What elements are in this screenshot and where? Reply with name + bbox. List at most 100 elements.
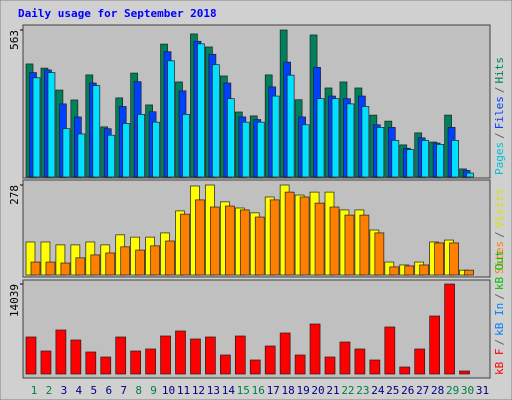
bar: [444, 283, 455, 375]
x-tick-label: 3: [61, 384, 68, 397]
chart-title: Daily usage for September 2018: [18, 7, 217, 20]
bar: [316, 98, 325, 178]
bar: [359, 214, 370, 276]
bar: [105, 252, 116, 276]
x-tick-label: 21: [326, 384, 339, 397]
bar: [90, 254, 101, 276]
bar: [115, 336, 127, 375]
bar: [130, 350, 141, 375]
bar: [220, 354, 231, 375]
x-tick-label: 24: [371, 384, 385, 397]
x-tick-label: 18: [282, 384, 295, 397]
bar: [329, 206, 340, 276]
x-tick-label: 10: [162, 384, 175, 397]
bar: [77, 133, 86, 178]
bar: [286, 74, 295, 178]
bar: [389, 266, 400, 276]
bar: [256, 121, 265, 178]
bar: [294, 354, 306, 375]
x-tick-label: 26: [401, 384, 414, 397]
bar: [399, 366, 411, 375]
bar: [254, 216, 265, 276]
bar: [225, 205, 235, 276]
bar: [391, 140, 400, 178]
bar: [25, 336, 37, 375]
bar: [25, 241, 36, 276]
x-tick-label: 2: [46, 384, 53, 397]
bar: [205, 336, 216, 375]
legend-separator: /: [493, 132, 506, 139]
bar: [419, 264, 430, 276]
x-tick-label: 30: [461, 384, 474, 397]
x-tick-label: 12: [192, 384, 205, 397]
bar: [45, 261, 56, 276]
bar: [165, 240, 175, 276]
x-tick-label: 28: [431, 384, 444, 397]
bar: [421, 140, 430, 178]
x-tick-label: 5: [90, 384, 97, 397]
legend-entry: kB Out: [493, 250, 506, 290]
bar: [434, 242, 444, 276]
x-tick-label: 6: [105, 384, 112, 397]
x-tick-label: 13: [207, 384, 220, 397]
bar: [40, 350, 52, 375]
bar: [55, 244, 66, 276]
bar: [197, 43, 205, 178]
bar: [324, 356, 336, 375]
bar: [60, 262, 71, 276]
x-tick-label: 25: [386, 384, 399, 397]
legend-entry: Files: [493, 96, 506, 129]
legend-entry: Hits: [493, 57, 506, 84]
bar: [374, 232, 385, 276]
legend-separator: /: [493, 339, 506, 346]
x-tick-label: 27: [416, 384, 429, 397]
bar: [120, 246, 131, 276]
x-tick-label: 11: [177, 384, 190, 397]
legend-entry: Sites: [493, 241, 506, 274]
bar: [107, 134, 116, 178]
bar: [314, 202, 325, 276]
bar: [344, 214, 355, 276]
bar: [160, 335, 171, 375]
x-tick-label: 19: [296, 384, 309, 397]
bar: [150, 245, 160, 276]
bar: [30, 261, 41, 276]
bar: [284, 191, 295, 276]
bar: [346, 103, 355, 178]
bar: [180, 213, 190, 276]
bar: [404, 265, 415, 276]
bar: [152, 121, 160, 178]
bar: [122, 123, 131, 178]
bar: [299, 196, 310, 276]
bar: [75, 257, 86, 276]
legend-entry: kB F: [493, 349, 506, 376]
bar: [301, 124, 310, 178]
x-tick-label: 31: [476, 384, 489, 397]
bar: [354, 348, 366, 375]
x-tick-label: 17: [267, 384, 280, 397]
x-tick-label: 16: [252, 384, 265, 397]
legend: Pages / Files / Hits: [493, 57, 506, 175]
bar: [32, 77, 41, 178]
bar: [212, 64, 220, 178]
bar: [309, 323, 321, 375]
bar: [451, 140, 459, 178]
bar: [264, 345, 276, 375]
bar: [47, 72, 56, 178]
bar: [40, 241, 51, 276]
bar: [429, 315, 440, 375]
bar: [339, 341, 351, 375]
bar: [459, 370, 470, 375]
bar: [376, 127, 385, 178]
bar: [55, 329, 67, 375]
bar: [190, 338, 201, 375]
bar: [241, 121, 250, 178]
bar: [331, 98, 340, 178]
y-max-label: 563: [8, 30, 21, 50]
bar: [62, 128, 71, 178]
legend-separator: /: [493, 87, 506, 94]
x-tick-label: 7: [120, 384, 127, 397]
x-tick-label: 8: [135, 384, 142, 397]
x-tick-label: 9: [150, 384, 157, 397]
bar: [466, 172, 474, 178]
